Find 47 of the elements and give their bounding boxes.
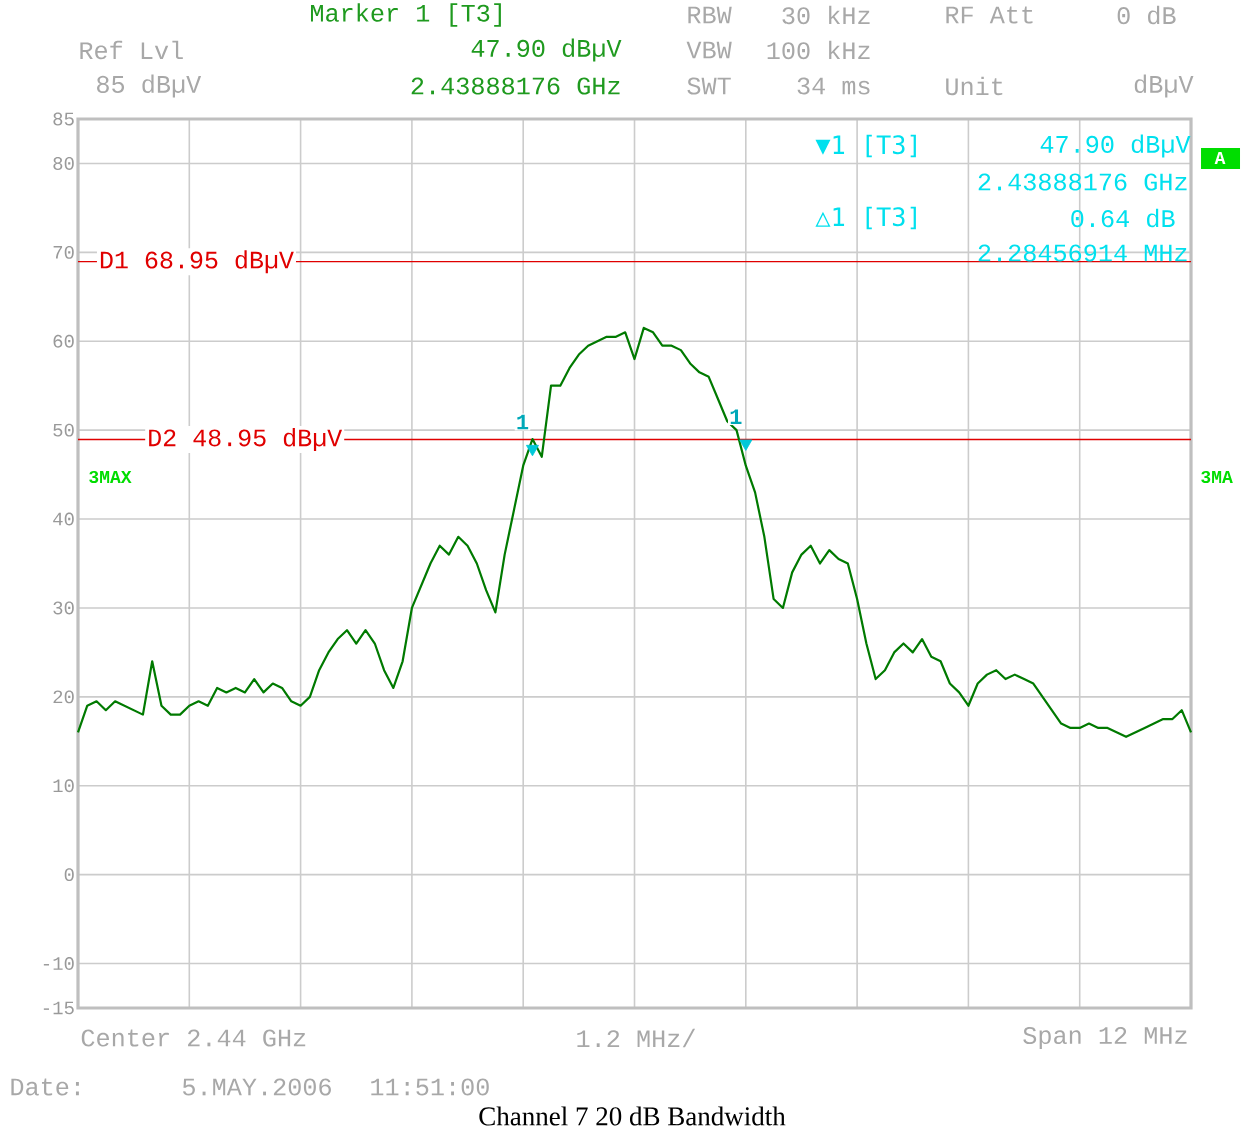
text: RF Att — [946, 6, 1033, 24]
annotation: 3MAX — [89, 470, 132, 484]
y-tick-label: 85 — [53, 112, 74, 126]
text: Ref Lvl — [80, 40, 183, 60]
annotation: ▼1 [T3] — [815, 134, 916, 158]
text: VBW — [686, 41, 732, 59]
annotation: 0.64 dB — [1071, 208, 1175, 228]
text: Channel 7 20 dB Bandwidth — [479, 1106, 786, 1126]
text: Marker 1 [T3] — [311, 3, 501, 27]
ref-line-label: D1 68.95 dBµV — [100, 250, 294, 274]
y-tick-label: 10 — [53, 779, 74, 793]
text: Center 2.44 GHz — [81, 1029, 306, 1047]
text: Unit — [946, 76, 1003, 96]
text: 34 ms — [797, 77, 870, 95]
annotation: △1 [T3] — [815, 206, 916, 230]
text: 100 kHz — [767, 40, 870, 60]
y-tick-label: 60 — [53, 334, 74, 348]
text: A — [1214, 152, 1226, 164]
y-tick-label: 0 — [64, 868, 74, 882]
annotation: 47.90 dBµV — [1040, 134, 1191, 158]
text: 0 dB — [1117, 5, 1176, 25]
text: Span 12 MHz — [1023, 1026, 1187, 1050]
y-tick-label: 70 — [53, 245, 74, 259]
text: 11:51:00 — [371, 1078, 489, 1096]
text: RBW — [688, 6, 732, 24]
text: 1.2 MHz/ — [577, 1028, 696, 1048]
text: 85 dBµV — [97, 74, 202, 98]
y-tick-label: -10 — [43, 957, 74, 970]
text: dBµV — [1134, 74, 1194, 98]
text: SWT — [687, 77, 731, 95]
y-tick-label: 20 — [53, 690, 74, 704]
annotation: 2.43888176 GHz — [978, 173, 1187, 191]
y-tick-label: 30 — [53, 601, 74, 615]
text: 2.43888176 GHz — [411, 77, 620, 95]
annotation: 2.28456914 MHz — [978, 244, 1187, 262]
annotation: 1 — [517, 414, 529, 430]
y-tick-label: 40 — [53, 512, 74, 526]
y-tick-label: 50 — [53, 423, 74, 437]
text: 30 kHz — [782, 5, 870, 25]
text: 3MA — [1201, 470, 1233, 484]
text: Date: — [11, 1078, 79, 1096]
annotation: 1 — [730, 409, 742, 424]
y-tick-label: -15 — [43, 1001, 74, 1015]
ref-line-label: D2 48.95 dBµV — [149, 428, 343, 451]
text: 47.90 dBµV — [471, 38, 622, 62]
y-tick-label: 80 — [53, 156, 74, 170]
text: 5.MAY.2006 — [182, 1078, 331, 1096]
